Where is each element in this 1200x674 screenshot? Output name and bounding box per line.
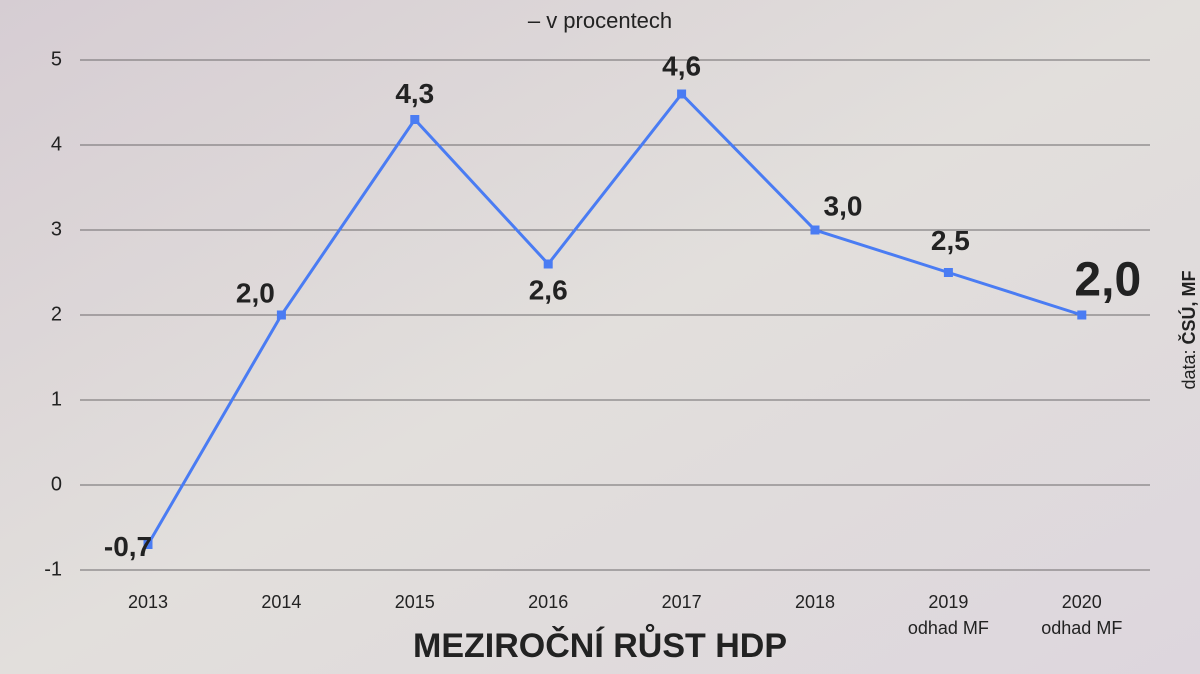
x-tick-label: 2015 <box>395 592 435 612</box>
y-tick-label: 3 <box>51 218 62 240</box>
data-point <box>677 89 687 99</box>
data-label: 4,3 <box>395 78 434 109</box>
x-tick-label: 2018 <box>795 592 835 612</box>
y-tick-label: 0 <box>51 473 62 495</box>
x-tick-label: 2014 <box>261 592 301 612</box>
data-label: 2,5 <box>931 225 970 256</box>
data-label: 2,0 <box>236 277 275 308</box>
data-point <box>276 310 286 320</box>
x-tick-label: 2017 <box>662 592 702 612</box>
x-tick-label: 2016 <box>528 592 568 612</box>
x-tick-label: 2019 <box>928 592 968 612</box>
source-prefix: data: <box>1179 349 1199 389</box>
y-tick-label: 5 <box>51 48 62 70</box>
subtitle: – v procentech <box>528 8 672 33</box>
x-tick-label: 2020 <box>1062 592 1102 612</box>
data-point <box>543 259 553 269</box>
data-line <box>146 91 1083 546</box>
y-tick-label: 1 <box>51 388 62 410</box>
data-point <box>810 225 820 235</box>
y-tick-label: 2 <box>51 303 62 325</box>
data-point <box>1077 310 1087 320</box>
y-tick-label: 4 <box>51 133 62 155</box>
data-label: -0,7 <box>104 531 152 562</box>
data-point <box>943 268 953 277</box>
data-label: 2,0 <box>1074 254 1141 307</box>
data-label: 2,6 <box>529 274 568 305</box>
data-point <box>410 115 420 124</box>
x-tick-sublabel: odhad MF <box>908 618 989 638</box>
data-point <box>143 540 153 549</box>
chart-title: MEZIROČNÍ RŮST HDP <box>413 624 787 665</box>
x-tick-sublabel: odhad MF <box>1041 618 1122 638</box>
source-text: ČSÚ, MF <box>1178 270 1199 344</box>
y-tick-label: -1 <box>44 558 62 580</box>
source: data: ČSÚ, MF <box>1178 270 1199 389</box>
data-label: 3,0 <box>824 190 863 221</box>
data-label: 4,6 <box>662 50 701 81</box>
x-tick-label: 2013 <box>128 592 168 612</box>
